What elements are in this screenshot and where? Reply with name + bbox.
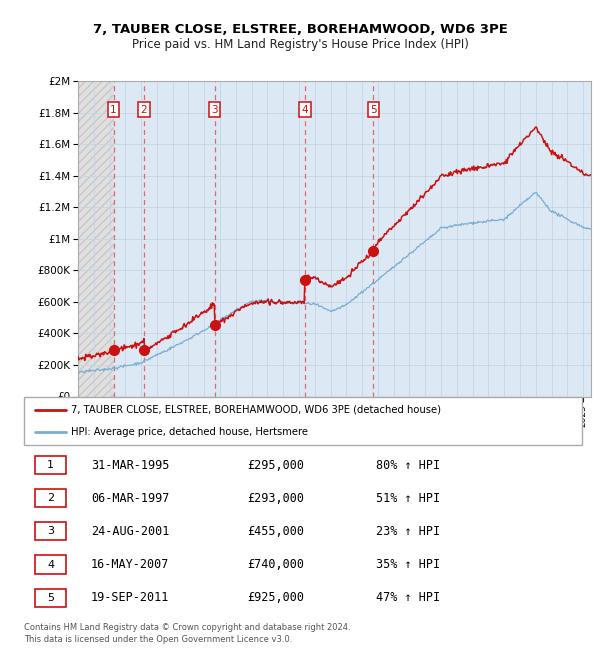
Bar xyxy=(35,555,66,574)
Text: 3: 3 xyxy=(211,105,218,114)
Text: 16-MAY-2007: 16-MAY-2007 xyxy=(91,558,169,571)
Text: £925,000: £925,000 xyxy=(247,592,304,604)
Text: £455,000: £455,000 xyxy=(247,525,304,538)
Text: Price paid vs. HM Land Registry's House Price Index (HPI): Price paid vs. HM Land Registry's House … xyxy=(131,38,469,51)
Text: 2: 2 xyxy=(47,493,54,503)
Text: 7, TAUBER CLOSE, ELSTREE, BOREHAMWOOD, WD6 3PE: 7, TAUBER CLOSE, ELSTREE, BOREHAMWOOD, W… xyxy=(92,23,508,36)
Text: £740,000: £740,000 xyxy=(247,558,304,571)
Text: £293,000: £293,000 xyxy=(247,492,304,504)
Bar xyxy=(35,588,66,607)
Bar xyxy=(35,522,66,541)
Text: 06-MAR-1997: 06-MAR-1997 xyxy=(91,492,169,504)
FancyBboxPatch shape xyxy=(24,396,582,445)
Text: 4: 4 xyxy=(47,560,54,569)
Text: 5: 5 xyxy=(370,105,377,114)
Bar xyxy=(113,81,591,396)
Text: 35% ↑ HPI: 35% ↑ HPI xyxy=(376,558,440,571)
Text: This data is licensed under the Open Government Licence v3.0.: This data is licensed under the Open Gov… xyxy=(24,634,292,644)
Text: 51% ↑ HPI: 51% ↑ HPI xyxy=(376,492,440,504)
Bar xyxy=(35,456,66,474)
Bar xyxy=(35,489,66,508)
Text: 4: 4 xyxy=(302,105,308,114)
Text: 24-AUG-2001: 24-AUG-2001 xyxy=(91,525,169,538)
Text: Contains HM Land Registry data © Crown copyright and database right 2024.: Contains HM Land Registry data © Crown c… xyxy=(24,623,350,632)
Bar xyxy=(78,81,113,396)
Text: 7, TAUBER CLOSE, ELSTREE, BOREHAMWOOD, WD6 3PE (detached house): 7, TAUBER CLOSE, ELSTREE, BOREHAMWOOD, W… xyxy=(71,405,442,415)
Text: 1: 1 xyxy=(47,460,54,470)
Text: 23% ↑ HPI: 23% ↑ HPI xyxy=(376,525,440,538)
Text: 3: 3 xyxy=(47,526,54,536)
Text: 19-SEP-2011: 19-SEP-2011 xyxy=(91,592,169,604)
Text: 5: 5 xyxy=(47,593,54,603)
Text: 1: 1 xyxy=(110,105,117,114)
Text: 47% ↑ HPI: 47% ↑ HPI xyxy=(376,592,440,604)
Text: 2: 2 xyxy=(140,105,147,114)
Text: 80% ↑ HPI: 80% ↑ HPI xyxy=(376,459,440,472)
Text: £295,000: £295,000 xyxy=(247,459,304,472)
Text: HPI: Average price, detached house, Hertsmere: HPI: Average price, detached house, Hert… xyxy=(71,427,308,437)
Text: 31-MAR-1995: 31-MAR-1995 xyxy=(91,459,169,472)
